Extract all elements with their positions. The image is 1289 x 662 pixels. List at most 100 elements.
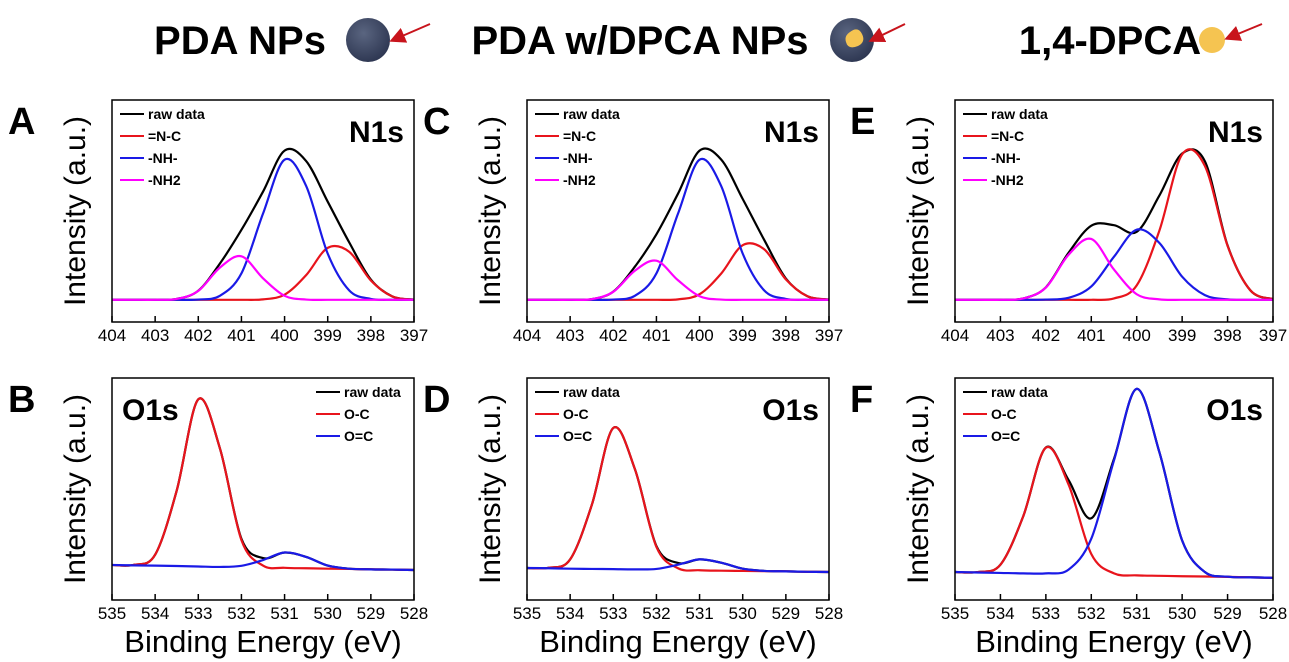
x-tick-label: 535 (941, 604, 969, 623)
x-tick-label: 400 (685, 326, 713, 345)
arrow (389, 23, 431, 43)
x-tick-label: 404 (941, 326, 969, 345)
x-tick-label: 533 (1032, 604, 1060, 623)
legend-label: raw data (991, 384, 1048, 400)
x-tick-label: 398 (1213, 326, 1241, 345)
x-tick-label: 530 (314, 604, 342, 623)
x-tick-label: 399 (729, 326, 757, 345)
legend-label: =N-C (991, 128, 1024, 144)
x-tick-label: 532 (642, 604, 670, 623)
x-tick-label: 400 (270, 326, 298, 345)
arrow (1224, 23, 1263, 41)
series-line (111, 244, 415, 301)
column-header: 1,4-DPCA (1019, 19, 1201, 63)
x-tick-label: 530 (729, 604, 757, 623)
plot-frame (111, 99, 415, 323)
x-tick-label: 531 (685, 604, 713, 623)
x-tick-label: 531 (270, 604, 298, 623)
x-tick-label: 533 (599, 604, 627, 623)
x-tick-label: 532 (227, 604, 255, 623)
legend-label: -NH2 (148, 172, 181, 188)
legend-label: raw data (344, 384, 401, 400)
legend-label: O-C (563, 406, 589, 422)
legend-label: raw data (148, 106, 205, 122)
plot-frame (954, 377, 1274, 601)
x-tick-label: 534 (556, 604, 584, 623)
x-tick-label: 535 (513, 604, 541, 623)
x-axis-label: Binding Energy (eV) (539, 624, 816, 659)
legend-label: -NH- (563, 150, 593, 166)
x-tick-label: 403 (986, 326, 1014, 345)
series-line (526, 426, 830, 574)
y-axis-label: Intensity (a.u.) (59, 116, 92, 306)
y-axis-label: Intensity (a.u.) (474, 394, 507, 584)
column-header: PDA NPs (154, 19, 326, 63)
x-tick-label: 397 (400, 326, 428, 345)
plot-frame (954, 99, 1274, 323)
column-header: PDA w/DPCA NPs (471, 19, 808, 63)
series-line (111, 551, 415, 572)
series-line (526, 259, 829, 302)
x-tick-label: 528 (1259, 604, 1287, 623)
pda-sphere-icon (346, 18, 390, 62)
x-tick-label: 401 (227, 326, 255, 345)
x-tick-label: 399 (1168, 326, 1196, 345)
annotation: O1s (1206, 394, 1263, 427)
x-tick-label: 529 (357, 604, 385, 623)
x-tick-label: 397 (815, 326, 843, 345)
legend-label: raw data (563, 384, 620, 400)
legend-label: O-C (991, 406, 1017, 422)
x-tick-label: 401 (1077, 326, 1105, 345)
series-line (526, 426, 830, 574)
panel-label: F (850, 379, 873, 421)
x-tick-label: 528 (815, 604, 843, 623)
x-tick-label: 528 (400, 604, 428, 623)
legend-label: -NH2 (991, 172, 1024, 188)
x-tick-label: 400 (1123, 326, 1151, 345)
x-tick-label: 403 (556, 326, 584, 345)
annotation: O1s (762, 394, 819, 427)
annotation: O1s (122, 394, 179, 427)
plot-frame (111, 377, 415, 601)
x-tick-label: 529 (1213, 604, 1241, 623)
series-line (954, 445, 1274, 579)
legend-label: O-C (344, 406, 370, 422)
x-tick-label: 402 (599, 326, 627, 345)
x-tick-label: 529 (772, 604, 800, 623)
x-tick-label: 534 (141, 604, 169, 623)
x-tick-label: 403 (141, 326, 169, 345)
x-tick-label: 404 (513, 326, 541, 345)
arrow (868, 23, 906, 42)
y-axis-label: Intensity (a.u.) (474, 116, 507, 306)
annotation: N1s (1208, 116, 1263, 149)
x-tick-label: 402 (1032, 326, 1060, 345)
legend-label: O=C (344, 428, 373, 444)
x-tick-label: 398 (772, 326, 800, 345)
series-line (954, 237, 1273, 301)
series-line (526, 242, 830, 301)
x-tick-label: 398 (357, 326, 385, 345)
legend-label: -NH- (991, 150, 1021, 166)
legend-label: -NH- (148, 150, 178, 166)
annotation: N1s (764, 116, 819, 149)
x-tick-label: 534 (986, 604, 1014, 623)
panel-label: B (8, 379, 35, 421)
panel-label: A (8, 101, 35, 143)
series-line (526, 558, 830, 574)
x-tick-label: 531 (1123, 604, 1151, 623)
legend-label: raw data (991, 106, 1048, 122)
plot-frame (526, 377, 830, 601)
dpca-core (845, 29, 864, 48)
x-tick-label: 402 (184, 326, 212, 345)
y-axis-label: Intensity (a.u.) (902, 116, 935, 306)
x-tick-label: 533 (184, 604, 212, 623)
legend-label: -NH2 (563, 172, 596, 188)
series-line (111, 254, 414, 302)
legend-label: raw data (563, 106, 620, 122)
legend-label: =N-C (148, 128, 181, 144)
panel-label: C (423, 101, 450, 143)
x-tick-label: 535 (98, 604, 126, 623)
panel-label: E (850, 101, 875, 143)
y-axis-label: Intensity (a.u.) (59, 394, 92, 584)
